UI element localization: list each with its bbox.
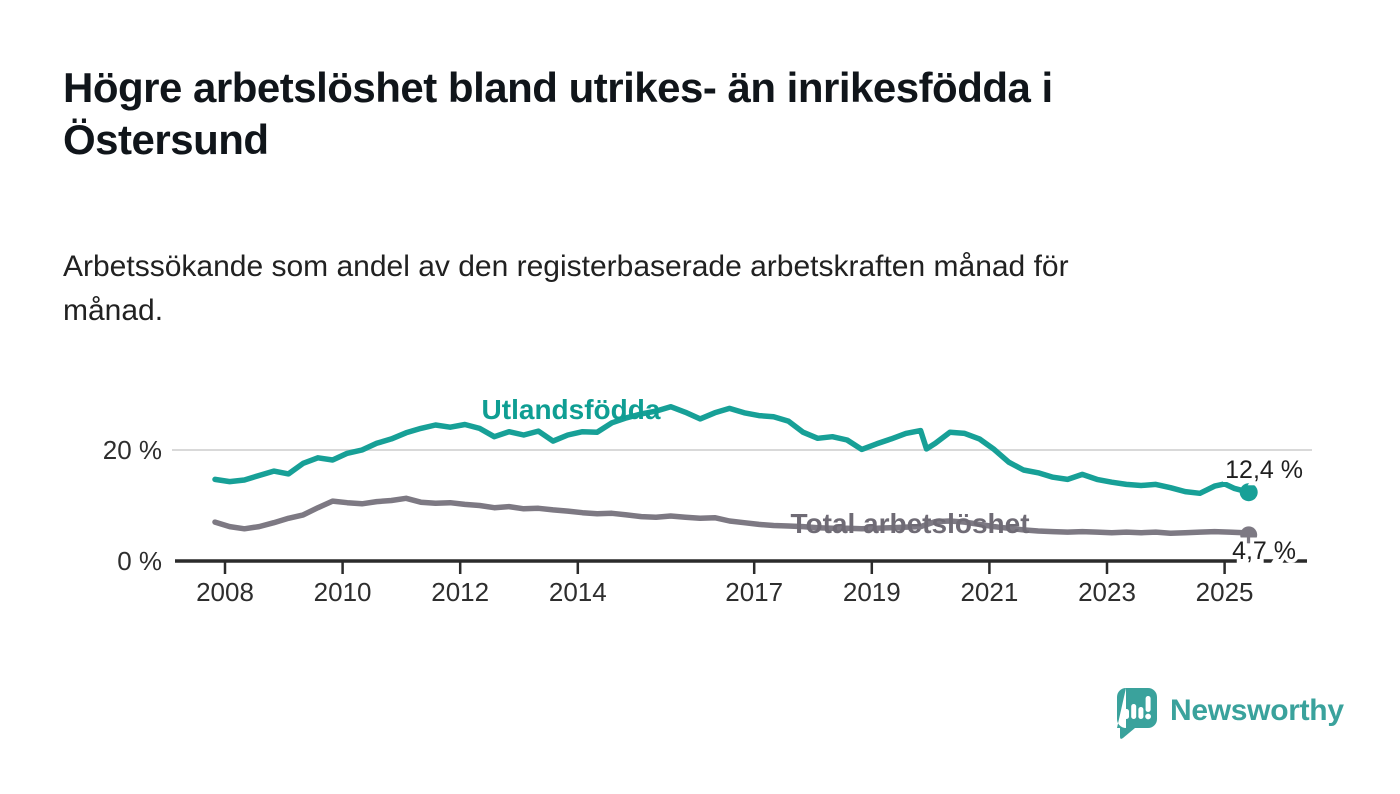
chart-subtitle-line1: Arbetssökande som andel av den registerb…: [63, 250, 1069, 283]
y-tick-label-20: 20 %: [103, 435, 162, 465]
x-tick-label-2023: 2023: [1078, 577, 1136, 607]
end-dot-total: [1240, 526, 1258, 544]
newsworthy-logo-text: Newsworthy: [1170, 694, 1344, 727]
bar-chart-glyph: [1124, 696, 1151, 720]
x-tick-label-2025: 2025: [1196, 577, 1254, 607]
chart-subtitle-line2: månad.: [63, 293, 164, 327]
end-dot-utlandsfodda: [1239, 483, 1258, 502]
chart-subtitle: Arbetssökande som andel av den registerb…: [63, 249, 1293, 336]
series-line-total: [212, 495, 1252, 538]
end-value-label-total: 4,7 %: [1232, 537, 1296, 565]
series-layer: [212, 403, 1258, 544]
x-tick-label-2021: 2021: [960, 577, 1018, 607]
series-line-utlandsfodda: [212, 403, 1252, 497]
x-tick-label-2019: 2019: [843, 577, 901, 607]
series-label-total-arbetsloshet: Total arbetslöshet: [790, 508, 1029, 539]
speech-bubble-shape: [1117, 688, 1157, 739]
x-tick-label-2010: 2010: [314, 577, 372, 607]
series-label-utlandsfodda: Utlandsfödda: [482, 394, 661, 425]
y-tick-label-0: 0 %: [117, 546, 162, 576]
page-title-line1: Högre arbetslöshet bland utrikes- än inr…: [63, 64, 1053, 111]
x-axis: 2008 2010 2012 2014 2017 2019 2021 2023 2025: [175, 559, 1307, 607]
x-tick-label-2017: 2017: [725, 577, 783, 607]
end-value-label-utlandsfodda: 12,4 %: [1225, 456, 1303, 484]
newsworthy-logo-icon: [1117, 688, 1157, 739]
page-title: Högre arbetslöshet bland utrikes- än inr…: [63, 62, 1293, 166]
page-title-line2: Östersund: [63, 116, 269, 164]
newsworthy-logo: Newsworthy: [1116, 686, 1344, 742]
x-tick-label-2014: 2014: [549, 577, 607, 607]
x-tick-label-2012: 2012: [431, 577, 489, 607]
x-tick-label-2008: 2008: [196, 577, 254, 607]
